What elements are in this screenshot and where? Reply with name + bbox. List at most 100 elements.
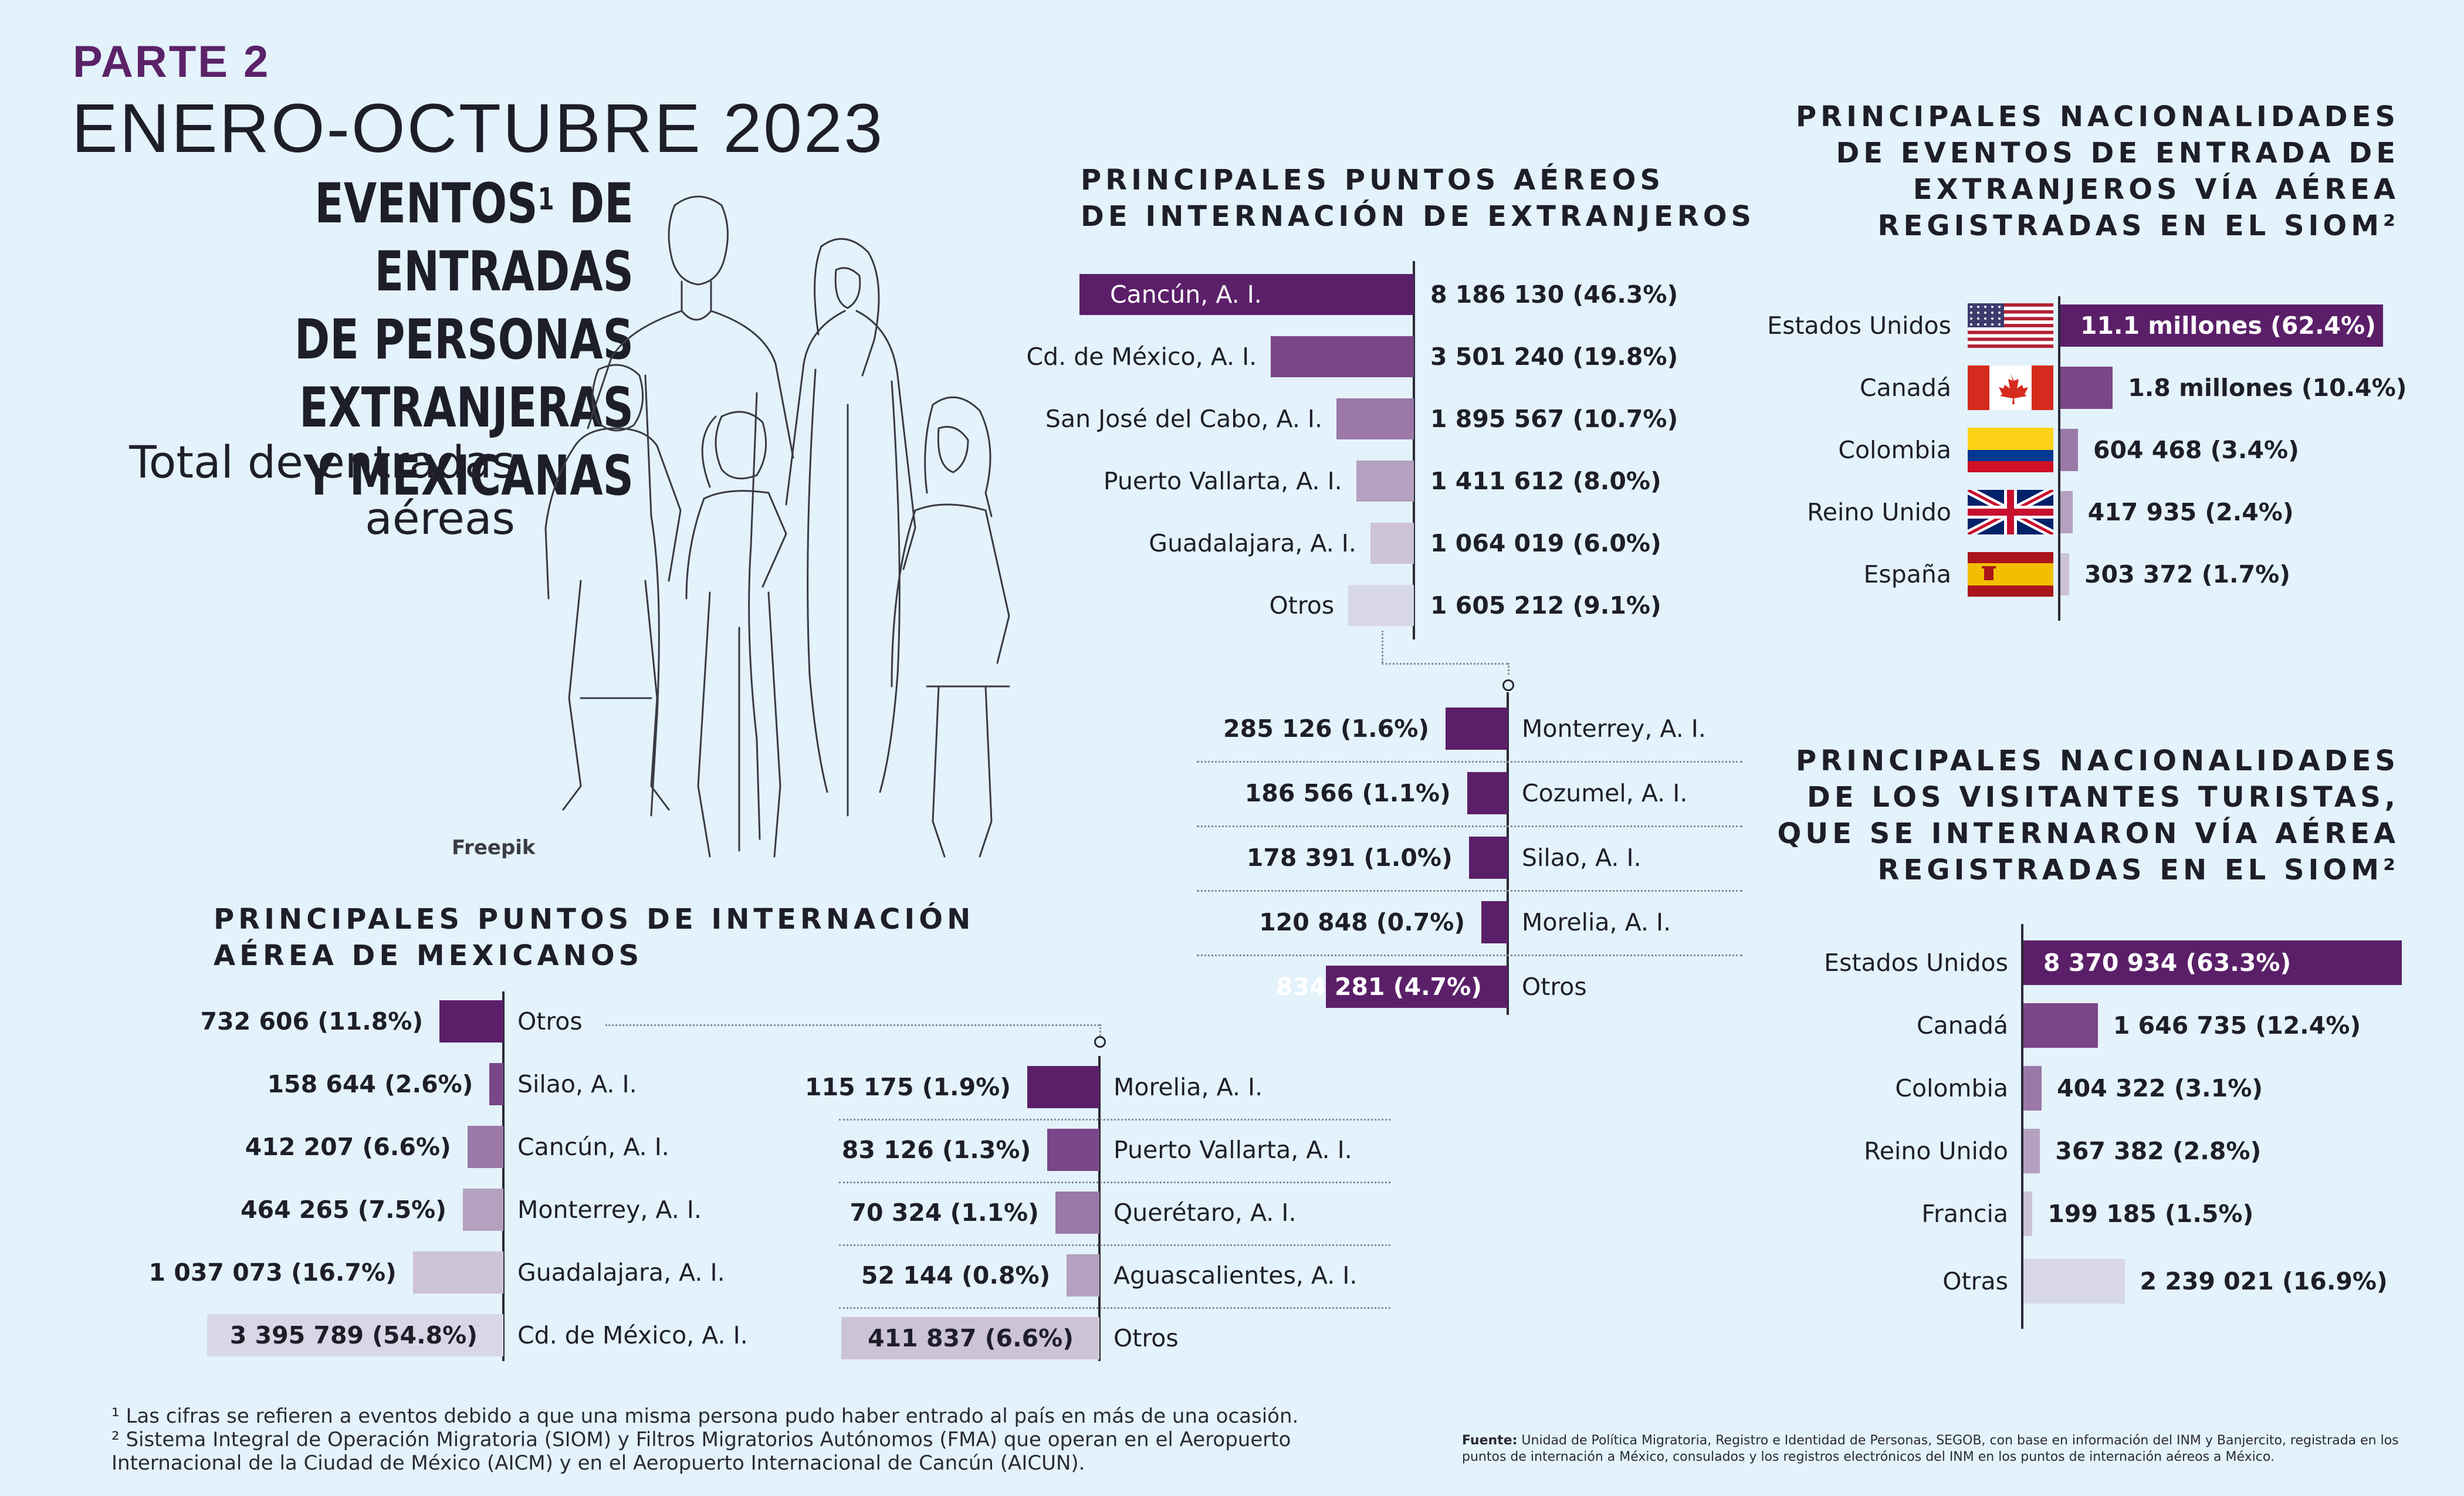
- chart-title-line: DE EVENTOS DE ENTRADA DE: [1836, 137, 2399, 170]
- bar-inner-value: 8 370 934 (63.3%): [2043, 949, 2292, 977]
- category-label: San José del Cabo, A. I.: [1045, 405, 1323, 433]
- value-label: 464 265 (7.5%): [241, 1196, 446, 1224]
- category-label: Otros: [517, 1007, 583, 1035]
- main-title: EVENTOS1 DE ENTRADAS DE PERSONAS EXTRANJ…: [89, 170, 634, 510]
- data-bar: [1370, 523, 1414, 564]
- value-label: 199 185 (1.5%): [2047, 1200, 2254, 1228]
- data-bar: [1027, 1066, 1099, 1108]
- category-label: Morelia, A. I.: [1522, 908, 1671, 936]
- uk-flag-icon: [1968, 490, 2053, 534]
- category-label: Colombia: [1838, 436, 1951, 464]
- data-bar: [462, 1189, 503, 1231]
- category-label: Monterrey, A. I.: [517, 1196, 702, 1224]
- chart-title-line: EXTRANJEROS VÍA AÉREA: [1913, 173, 2399, 206]
- value-label: 303 372 (1.7%): [2084, 560, 2290, 588]
- data-bar: [1271, 336, 1414, 377]
- connector-line: [605, 1024, 1099, 1026]
- chart-axis: [1098, 1056, 1101, 1361]
- category-label: Cancún, A. I.: [517, 1133, 669, 1161]
- category-label: Guadalajara, A. I.: [1149, 529, 1356, 557]
- data-bar: [489, 1063, 503, 1105]
- data-bar: [1468, 837, 1508, 879]
- chart-axis: [1413, 261, 1415, 639]
- row-separator: [839, 1118, 1390, 1121]
- family-illustration: [544, 195, 1010, 858]
- data-bar: [2060, 304, 2383, 347]
- chart-title-tourist-nationalities: PRINCIPALES NACIONALIDADES DE LOS VISITA…: [1777, 743, 2399, 888]
- value-label: 417 935 (2.4%): [2087, 498, 2294, 526]
- bar-inner-label: Cancún, A. I.: [1110, 280, 1262, 309]
- chart-title-line: PRINCIPALES NACIONALIDADES: [1795, 744, 2399, 777]
- spain-flag-icon: [1968, 552, 2053, 597]
- chart-axis: [502, 991, 505, 1361]
- value-label: 8 186 130 (46.3%): [1430, 280, 1678, 309]
- category-label: Reino Unido: [1864, 1137, 2008, 1165]
- chart-title-line: QUE SE INTERNARON VÍA AÉREA: [1777, 817, 2399, 850]
- row-separator: [1197, 825, 1742, 827]
- row-separator: [1197, 761, 1742, 763]
- chart-title-line: REGISTRADAS EN EL SIOM²: [1877, 854, 2399, 886]
- footnotes: ¹ Las cifras se refieren a eventos debid…: [111, 1404, 1298, 1475]
- category-label: Cd. de México, A. I.: [1026, 343, 1257, 371]
- chart-title-foreign-nationalities: PRINCIPALES NACIONALIDADES DE EVENTOS DE…: [1796, 99, 2399, 244]
- row-separator: [839, 1307, 1390, 1309]
- value-label: 115 175 (1.9%): [805, 1073, 1011, 1101]
- value-label: 1 605 212 (9.1%): [1430, 591, 1661, 620]
- data-bar: [1326, 966, 1508, 1008]
- chart-title-line: AÉREA DE MEXICANOS: [214, 939, 644, 972]
- value-label: 52 144 (0.8%): [861, 1261, 1051, 1289]
- data-bar: [2023, 1066, 2042, 1111]
- category-label: Guadalajara, A. I.: [517, 1258, 725, 1287]
- bar-inner-value: 411 837 (6.6%): [868, 1324, 1074, 1352]
- value-label: 70 324 (1.1%): [849, 1199, 1039, 1227]
- data-bar: [1348, 585, 1414, 626]
- subtitle-line: aéreas: [365, 492, 515, 544]
- part-label: PARTE 2: [73, 37, 270, 87]
- category-label: Francia: [1921, 1200, 2008, 1228]
- chart-title-foreign-airports: PRINCIPALES PUNTOS AÉREOS DE INTERNACIÓN…: [1081, 162, 1755, 235]
- value-label: 3 501 240 (19.8%): [1430, 343, 1678, 371]
- bar-inner-value: 834 281 (4.7%): [1276, 973, 1482, 1001]
- main-title-line: EXTRANJERAS: [299, 376, 634, 440]
- source-text: Unidad de Política Migratoria, Registro …: [1462, 1433, 2399, 1464]
- category-label: Reino Unido: [1807, 498, 1951, 526]
- row-separator: [839, 1244, 1390, 1246]
- category-label: Canadá: [1859, 374, 1951, 402]
- data-bar: [1055, 1192, 1099, 1234]
- subtitle-line: Total de entradas: [129, 436, 515, 488]
- connector-dot: [1094, 1036, 1106, 1048]
- category-label: Puerto Vallarta, A. I.: [1113, 1136, 1352, 1164]
- data-bar: [1336, 398, 1414, 439]
- data-bar: [2060, 429, 2078, 471]
- colombia-flag-icon: [1968, 428, 2053, 472]
- category-label: Cozumel, A. I.: [1522, 779, 1688, 807]
- source-note: Fuente: Unidad de Política Migratoria, R…: [1462, 1433, 2412, 1465]
- data-bar: [1079, 274, 1414, 315]
- data-bar: [1356, 461, 1414, 502]
- main-title-line: Y MEXICANAS: [303, 444, 634, 508]
- data-bar: [207, 1314, 503, 1356]
- chart-title-line: REGISTRADAS EN EL SIOM²: [1877, 209, 2399, 242]
- data-bar: [2060, 553, 2070, 595]
- source-label: Fuente:: [1462, 1433, 1518, 1448]
- chart-title-line: PRINCIPALES PUNTOS DE INTERNACIÓN: [214, 903, 975, 936]
- value-label: 1 064 019 (6.0%): [1430, 529, 1661, 557]
- category-label: Aguascalientes, A. I.: [1113, 1261, 1358, 1289]
- category-label: Otras: [1942, 1267, 2008, 1295]
- value-label: 1 037 073 (16.7%): [148, 1258, 397, 1287]
- value-label: 1.8 millones (10.4%): [2128, 374, 2407, 402]
- bar-inner-value: 11.1 millones (62.4%): [2080, 312, 2376, 340]
- data-bar: [1067, 1254, 1099, 1297]
- connector-line: [1382, 663, 1508, 665]
- canada-flag-icon: [1968, 365, 2053, 410]
- footnote-line: ¹ Las cifras se refieren a eventos debid…: [111, 1404, 1299, 1428]
- value-label: 1 411 612 (8.0%): [1430, 467, 1661, 495]
- data-bar: [2023, 1003, 2098, 1048]
- usa-flag-icon: [1968, 303, 2053, 348]
- connector-dot: [1502, 679, 1514, 691]
- value-label: 158 644 (2.6%): [267, 1070, 473, 1098]
- data-bar: [412, 1251, 503, 1294]
- connector-line: [1099, 1024, 1101, 1036]
- value-label: 1 895 567 (10.7%): [1430, 405, 1678, 433]
- category-label: Monterrey, A. I.: [1522, 715, 1706, 743]
